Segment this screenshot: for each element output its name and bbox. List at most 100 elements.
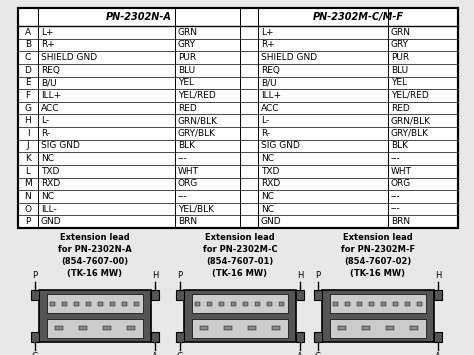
Text: (854-7607-02): (854-7607-02) xyxy=(345,257,411,266)
Bar xyxy=(322,290,434,342)
Text: ILL-: ILL- xyxy=(41,204,57,214)
Bar xyxy=(338,326,346,330)
Bar xyxy=(346,302,350,306)
Bar xyxy=(74,302,80,306)
Text: PUR: PUR xyxy=(391,53,409,62)
Text: WHT: WHT xyxy=(391,167,412,176)
Bar xyxy=(79,326,87,330)
Text: ---: --- xyxy=(178,192,188,201)
Text: A: A xyxy=(152,352,158,355)
Text: PN-2302M-C/M-F: PN-2302M-C/M-F xyxy=(312,12,403,22)
Bar xyxy=(386,326,394,330)
Bar xyxy=(296,332,304,342)
Text: GRN: GRN xyxy=(178,28,198,37)
Bar xyxy=(192,294,288,313)
Text: GRN: GRN xyxy=(391,28,411,37)
Text: J: J xyxy=(27,141,29,151)
Text: BLK: BLK xyxy=(178,141,195,151)
Bar xyxy=(122,302,128,306)
Text: BLU: BLU xyxy=(391,66,408,75)
Bar xyxy=(110,302,116,306)
Text: C: C xyxy=(25,53,31,62)
Text: NC: NC xyxy=(261,204,274,214)
Bar xyxy=(99,302,103,306)
Polygon shape xyxy=(18,8,458,228)
Text: BRN: BRN xyxy=(178,217,197,226)
Text: GRY: GRY xyxy=(178,40,196,49)
Text: B/U: B/U xyxy=(41,78,56,87)
Text: H: H xyxy=(152,271,158,280)
Text: for PN-2302M-F: for PN-2302M-F xyxy=(341,245,415,254)
Text: R+: R+ xyxy=(41,40,55,49)
Bar xyxy=(176,290,184,300)
Text: H: H xyxy=(297,271,303,280)
Bar xyxy=(370,302,374,306)
Bar xyxy=(103,326,111,330)
Text: ORG: ORG xyxy=(391,179,411,188)
Text: O: O xyxy=(25,204,31,214)
Text: SHIELD GND: SHIELD GND xyxy=(41,53,97,62)
Text: (854-7607-01): (854-7607-01) xyxy=(206,257,273,266)
Text: H: H xyxy=(435,271,441,280)
Text: BLK: BLK xyxy=(391,141,408,151)
Text: (TK-16 MW): (TK-16 MW) xyxy=(212,269,267,278)
Text: BRN: BRN xyxy=(391,217,410,226)
Text: NC: NC xyxy=(41,154,54,163)
Text: GND: GND xyxy=(41,217,62,226)
Text: G: G xyxy=(315,352,321,355)
Bar xyxy=(434,332,442,342)
Text: YEL: YEL xyxy=(178,78,194,87)
Text: P: P xyxy=(177,271,182,280)
Bar xyxy=(127,326,135,330)
Bar xyxy=(382,302,386,306)
Text: RED: RED xyxy=(178,104,197,113)
Text: L+: L+ xyxy=(41,28,54,37)
Text: ---: --- xyxy=(178,154,188,163)
Bar xyxy=(208,302,212,306)
Bar xyxy=(192,318,288,338)
Text: RED: RED xyxy=(391,104,410,113)
Text: G: G xyxy=(177,352,183,355)
Text: I: I xyxy=(27,129,29,138)
Bar xyxy=(418,302,422,306)
Text: ---: --- xyxy=(391,192,401,201)
Bar xyxy=(135,302,139,306)
Text: Extension lead: Extension lead xyxy=(343,233,413,242)
Text: Extension lead: Extension lead xyxy=(60,233,130,242)
Bar xyxy=(330,318,426,338)
Text: A: A xyxy=(25,28,31,37)
Bar xyxy=(39,290,151,342)
Bar xyxy=(405,302,410,306)
Text: P: P xyxy=(315,271,320,280)
Bar xyxy=(219,302,225,306)
Text: PUR: PUR xyxy=(178,53,196,62)
Text: R-: R- xyxy=(261,129,270,138)
Text: P: P xyxy=(32,271,37,280)
Text: A: A xyxy=(435,352,441,355)
Text: L: L xyxy=(26,167,30,176)
Text: WHT: WHT xyxy=(178,167,199,176)
Text: ---: --- xyxy=(391,204,401,214)
Text: M: M xyxy=(24,179,32,188)
Bar xyxy=(176,332,184,342)
Bar xyxy=(151,290,159,300)
Bar xyxy=(272,326,280,330)
Bar xyxy=(393,302,399,306)
Text: ILL+: ILL+ xyxy=(41,91,61,100)
Text: NC: NC xyxy=(261,192,274,201)
Bar xyxy=(255,302,261,306)
Text: YEL/BLK: YEL/BLK xyxy=(178,204,214,214)
Text: P: P xyxy=(25,217,31,226)
Bar xyxy=(362,326,370,330)
Text: L-: L- xyxy=(41,116,49,125)
Text: GRN/BLK: GRN/BLK xyxy=(391,116,431,125)
Text: K: K xyxy=(25,154,31,163)
Text: ILL+: ILL+ xyxy=(261,91,281,100)
Text: REQ: REQ xyxy=(261,66,280,75)
Bar xyxy=(280,302,284,306)
Bar xyxy=(314,290,322,300)
Text: L-: L- xyxy=(261,116,269,125)
Bar xyxy=(248,326,256,330)
Text: ORG: ORG xyxy=(178,179,198,188)
Text: A: A xyxy=(297,352,303,355)
